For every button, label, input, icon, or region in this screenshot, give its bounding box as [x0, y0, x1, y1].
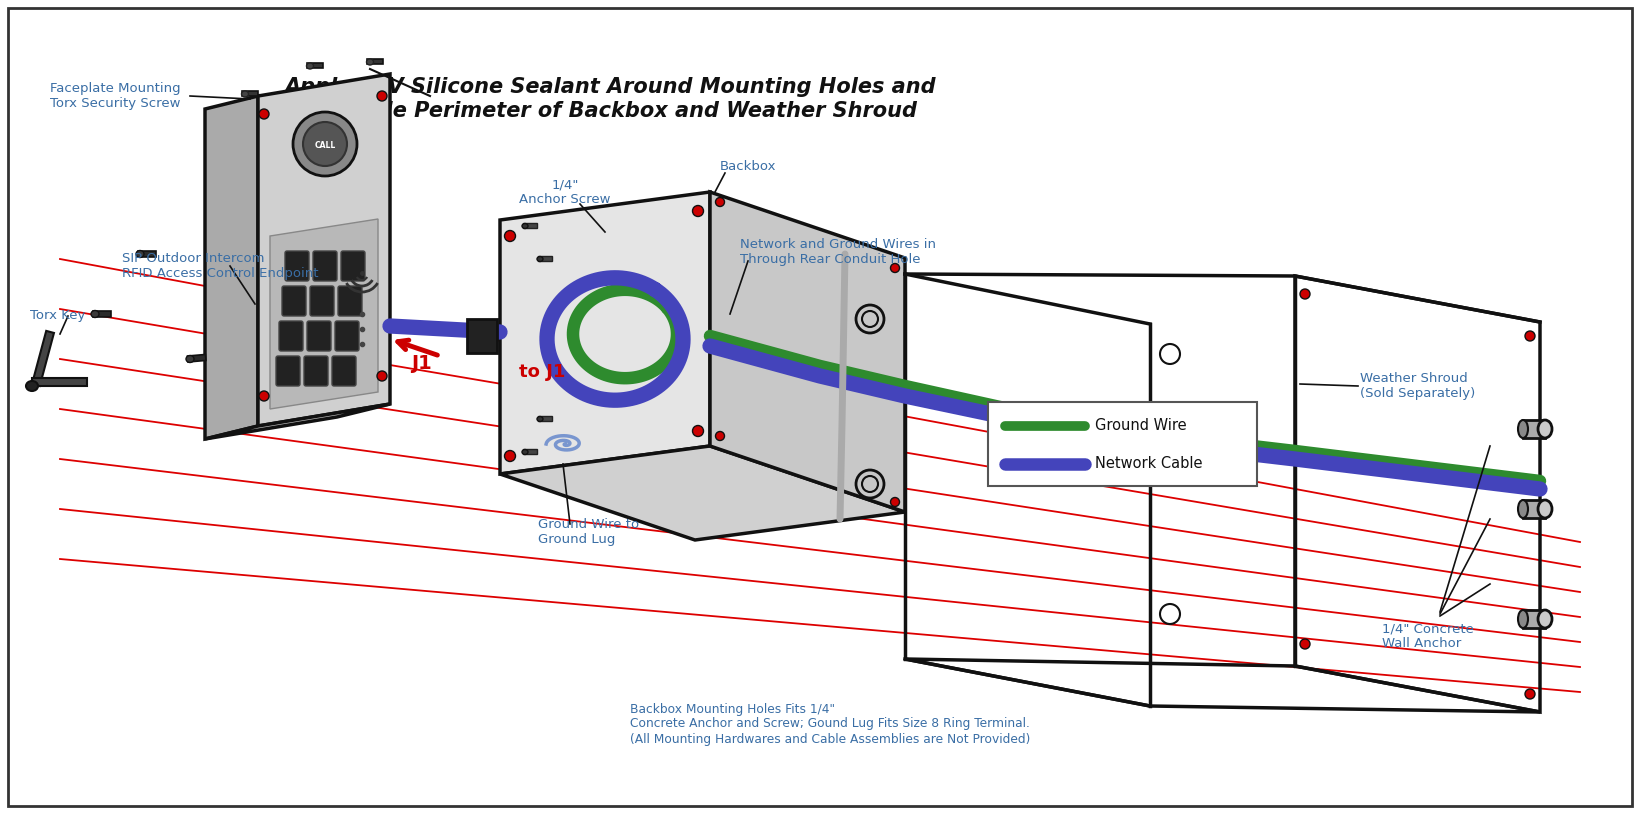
Circle shape	[259, 391, 269, 401]
Text: CALL: CALL	[315, 142, 336, 151]
Bar	[538, 256, 552, 261]
Circle shape	[890, 497, 898, 506]
FancyBboxPatch shape	[987, 402, 1255, 486]
Bar	[187, 354, 207, 362]
Ellipse shape	[241, 91, 249, 97]
Text: Faceplate Mounting
Torx Security Screw: Faceplate Mounting Torx Security Screw	[49, 82, 180, 110]
FancyBboxPatch shape	[341, 251, 365, 281]
Circle shape	[715, 198, 724, 207]
Text: 1/4"
Anchor Screw: 1/4" Anchor Screw	[520, 178, 610, 206]
Ellipse shape	[136, 251, 144, 257]
Text: Backbox Mounting Holes Fits 1/4"
Concrete Anchor and Screw; Gound Lug Fits Size : Backbox Mounting Holes Fits 1/4" Concret…	[629, 702, 1029, 746]
Text: SIP Outdoor Intercom
RFID Access Control Endpoint: SIP Outdoor Intercom RFID Access Control…	[121, 252, 318, 280]
Circle shape	[692, 205, 703, 217]
Bar	[523, 449, 536, 454]
FancyBboxPatch shape	[338, 286, 362, 316]
Circle shape	[890, 264, 898, 273]
Circle shape	[377, 371, 387, 381]
Text: Torx Key: Torx Key	[30, 309, 85, 322]
Circle shape	[715, 431, 724, 440]
Bar	[138, 251, 156, 257]
Bar	[523, 223, 536, 228]
Text: Backbox: Backbox	[720, 160, 775, 173]
Ellipse shape	[1518, 610, 1528, 628]
Ellipse shape	[1518, 420, 1528, 438]
Ellipse shape	[365, 59, 374, 65]
Bar	[1523, 500, 1544, 518]
Text: Network and Ground Wires in
Through Rear Conduit Hole: Network and Ground Wires in Through Rear…	[739, 238, 936, 266]
Ellipse shape	[1537, 420, 1550, 438]
Polygon shape	[500, 446, 905, 540]
Bar	[367, 59, 384, 64]
FancyBboxPatch shape	[467, 319, 497, 353]
FancyBboxPatch shape	[306, 321, 331, 351]
Polygon shape	[205, 96, 257, 439]
Bar	[93, 311, 111, 317]
Circle shape	[1524, 331, 1534, 341]
Circle shape	[293, 112, 357, 176]
Circle shape	[1300, 289, 1310, 299]
Ellipse shape	[536, 256, 543, 261]
Circle shape	[505, 450, 515, 462]
Circle shape	[1524, 689, 1534, 699]
Ellipse shape	[90, 310, 98, 317]
Ellipse shape	[306, 63, 313, 69]
Polygon shape	[515, 207, 695, 459]
Circle shape	[303, 122, 347, 166]
FancyBboxPatch shape	[310, 286, 334, 316]
Ellipse shape	[185, 356, 193, 362]
Ellipse shape	[536, 417, 543, 422]
Text: Ground Wire: Ground Wire	[1095, 418, 1187, 434]
Text: Weather Shroud
(Sold Separately): Weather Shroud (Sold Separately)	[1359, 372, 1475, 400]
Bar	[538, 416, 552, 421]
FancyBboxPatch shape	[279, 321, 303, 351]
Polygon shape	[257, 74, 390, 426]
Text: to J1: to J1	[518, 363, 565, 381]
Text: Apply RTV Silicone Sealant Around Mounting Holes and: Apply RTV Silicone Sealant Around Mounti…	[284, 77, 936, 97]
Ellipse shape	[521, 224, 528, 229]
Bar	[1523, 420, 1544, 438]
Ellipse shape	[26, 381, 38, 391]
Text: Ground Wire to
Ground Lug: Ground Wire to Ground Lug	[538, 518, 639, 546]
FancyBboxPatch shape	[275, 356, 300, 386]
Circle shape	[692, 426, 703, 436]
Polygon shape	[500, 192, 710, 474]
Ellipse shape	[521, 449, 528, 454]
Polygon shape	[270, 219, 377, 409]
FancyBboxPatch shape	[313, 251, 336, 281]
FancyBboxPatch shape	[334, 321, 359, 351]
Text: 1/4" Concrete
Wall Anchor: 1/4" Concrete Wall Anchor	[1382, 622, 1473, 650]
Circle shape	[377, 91, 387, 101]
Polygon shape	[205, 404, 390, 439]
Circle shape	[259, 109, 269, 119]
Bar	[33, 378, 87, 386]
Text: J1: J1	[411, 355, 433, 374]
FancyBboxPatch shape	[285, 251, 308, 281]
Circle shape	[505, 230, 515, 242]
Bar	[33, 330, 54, 386]
Polygon shape	[710, 192, 905, 512]
Bar	[1523, 610, 1544, 628]
Bar	[243, 91, 257, 96]
Text: Network Cable: Network Cable	[1095, 457, 1201, 471]
Ellipse shape	[1537, 500, 1550, 518]
FancyBboxPatch shape	[331, 356, 356, 386]
Ellipse shape	[1518, 500, 1528, 518]
Circle shape	[1300, 639, 1310, 649]
FancyBboxPatch shape	[282, 286, 306, 316]
FancyBboxPatch shape	[303, 356, 328, 386]
Text: Backside Perimeter of Backbox and Weather Shroud: Backside Perimeter of Backbox and Weathe…	[302, 101, 916, 121]
Bar	[306, 63, 323, 68]
Ellipse shape	[1537, 610, 1550, 628]
